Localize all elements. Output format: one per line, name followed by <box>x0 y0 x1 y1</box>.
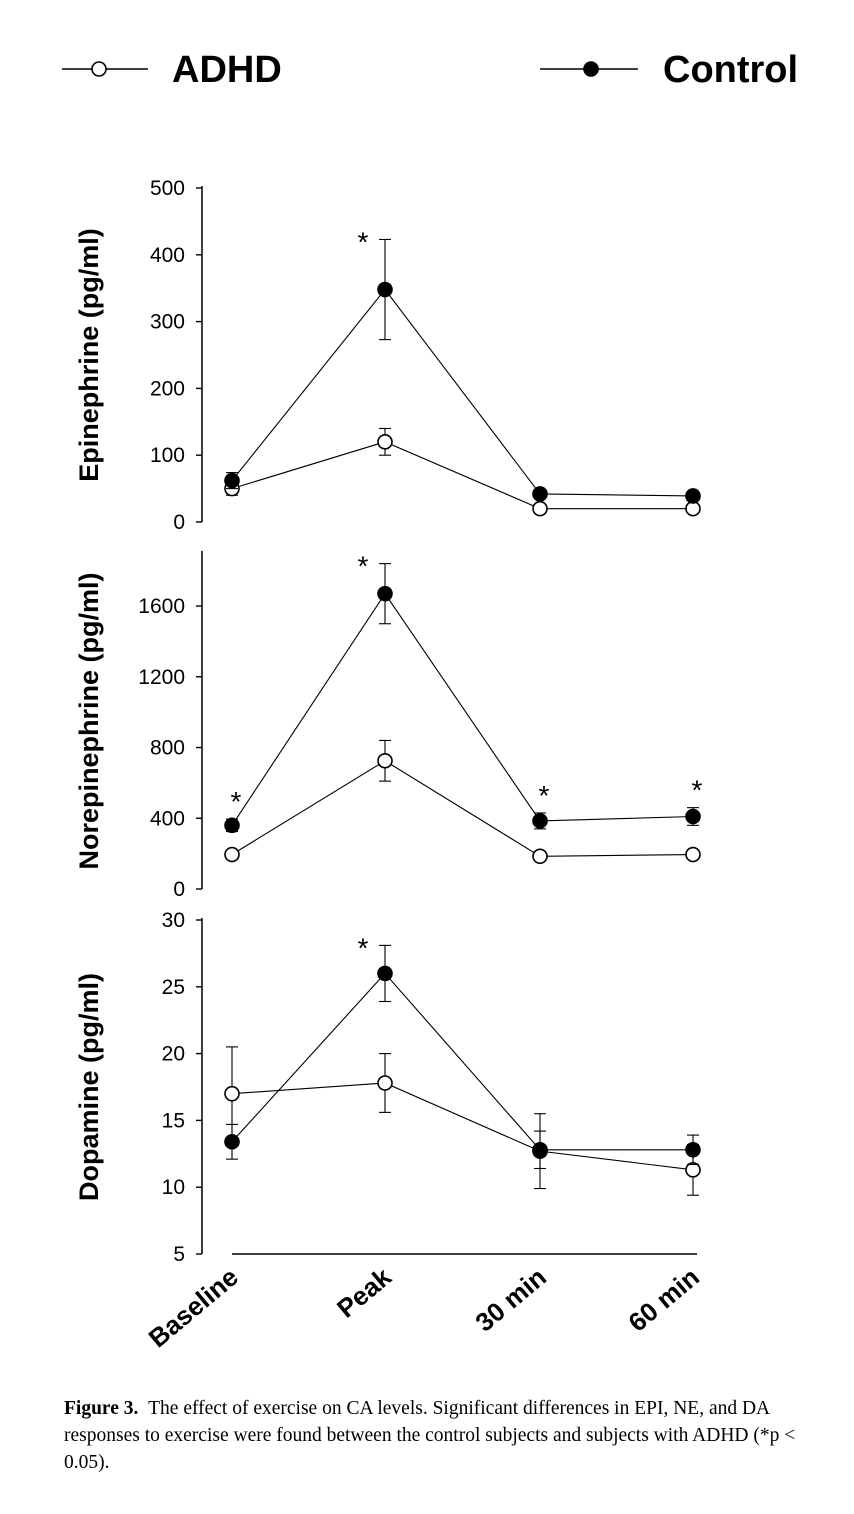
series-adhd <box>224 1046 701 1196</box>
data-point-control <box>685 488 701 504</box>
y-tick-label: 20 <box>162 1043 185 1066</box>
y-tick-label: 0 <box>173 511 185 534</box>
legend-label: Control <box>663 49 798 91</box>
x-tick-label: Peak <box>331 1261 397 1323</box>
y-tick-label: 500 <box>150 177 185 200</box>
data-point-control <box>532 1141 548 1158</box>
data-point-control <box>685 1141 701 1158</box>
y-tick-label: 200 <box>150 377 185 400</box>
y-tick-label: 10 <box>162 1176 185 1199</box>
data-point-control <box>224 1133 240 1150</box>
significance-marker: * <box>358 932 369 963</box>
significance-marker: * <box>358 226 369 257</box>
data-point-control <box>224 472 240 489</box>
data-point-adhd <box>532 500 548 517</box>
data-point-control <box>377 281 393 298</box>
series-adhd <box>224 739 701 865</box>
y-tick-label: 25 <box>162 976 185 999</box>
series-line <box>231 441 693 510</box>
y-axis-label: Dopamine (pg/ml) <box>74 973 104 1201</box>
y-tick-label: 15 <box>162 1109 185 1132</box>
series-control <box>224 944 701 1170</box>
y-tick-label: 1200 <box>138 666 185 689</box>
y-tick-label: 400 <box>150 244 185 267</box>
series-control <box>224 563 701 834</box>
panel-3: 5 10 15 20 25 30 Dopamine (pg/ml) * <box>74 909 701 1266</box>
y-tick-label: 800 <box>150 737 185 760</box>
x-axis: Baseline Peak 30 min 60 min <box>143 1253 705 1354</box>
data-point-adhd <box>377 434 393 450</box>
data-point-adhd <box>224 1085 240 1102</box>
data-point-control <box>532 813 548 829</box>
y-tick-label: 300 <box>150 311 185 334</box>
panel-2: 0 400 800 1200 1600 Norepinephrine (pg/ml) * * *… <box>74 551 703 901</box>
series-line <box>231 592 694 826</box>
caption-text: The effect of exercise on CA levels. Sig… <box>64 1398 796 1473</box>
chart-panels: 0 100 200 300 400 500 Epinephrine (pg/ml) * 0 400… <box>74 177 703 1266</box>
data-point-control <box>532 486 548 502</box>
legend: ADHD Control <box>62 49 798 91</box>
significance-marker: * <box>539 780 550 811</box>
y-tick-label: 5 <box>173 1243 185 1266</box>
series-line <box>231 972 693 1151</box>
legend-marker <box>91 61 107 77</box>
y-tick-label: 0 <box>173 878 185 901</box>
y-tick-label: 1600 <box>138 595 185 618</box>
figure: ADHD Control 0100200300400500Epinephrine … <box>62 49 798 1354</box>
panel-1: 0 100 200 300 400 500 Epinephrine (pg/ml) * <box>74 177 701 534</box>
data-point-adhd <box>224 846 240 863</box>
series-line <box>231 760 694 857</box>
series-control <box>224 238 701 504</box>
data-point-adhd <box>377 1075 393 1091</box>
y-tick-label: 100 <box>150 444 185 467</box>
y-tick-label: 30 <box>162 909 185 932</box>
y-tick-label: 400 <box>150 807 185 830</box>
series-adhd <box>224 427 701 517</box>
legend-entry-control: Control <box>540 49 798 91</box>
data-point-adhd <box>685 846 701 863</box>
legend-marker <box>583 61 599 77</box>
y-axis-label: Epinephrine (pg/ml) <box>74 228 104 482</box>
series-line <box>231 1082 694 1171</box>
data-point-adhd <box>377 752 393 769</box>
x-tick-label: Baseline <box>143 1262 244 1354</box>
data-point-control <box>377 965 393 982</box>
series-line <box>231 288 694 497</box>
x-tick-label: 30 min <box>469 1262 551 1338</box>
significance-marker: * <box>358 551 369 582</box>
data-point-control <box>685 808 701 825</box>
caption-label: Figure 3. <box>64 1398 139 1419</box>
significance-marker: * <box>692 775 703 806</box>
figure-caption: Figure 3. The effect of exercise on CA l… <box>64 1395 824 1476</box>
data-point-control <box>224 817 240 834</box>
legend-entry-adhd: ADHD <box>62 49 282 91</box>
x-tick-label: 60 min <box>622 1262 704 1338</box>
data-point-control <box>377 585 393 602</box>
significance-marker: * <box>231 786 242 817</box>
data-point-adhd <box>532 848 548 865</box>
y-axis-label: Norepinephrine (pg/ml) <box>74 573 104 870</box>
legend-label: ADHD <box>172 49 282 91</box>
